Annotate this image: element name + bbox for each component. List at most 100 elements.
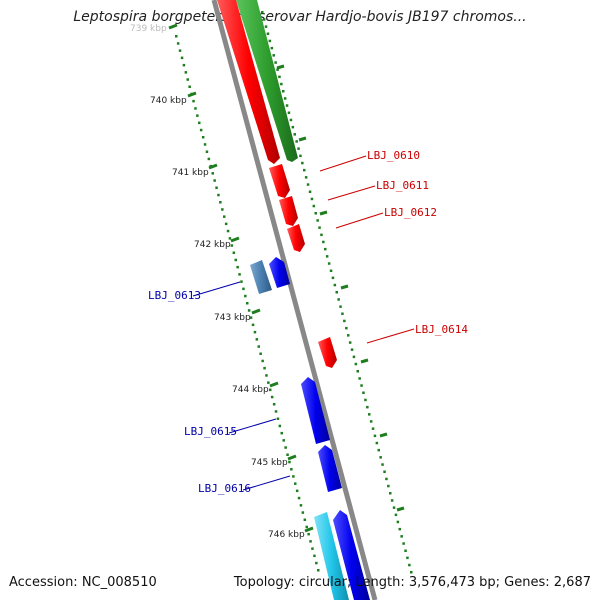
gene-arrow-green[interactable] — [236, 0, 298, 162]
ruler-dot — [305, 525, 308, 529]
ruler-dot — [265, 374, 268, 377]
ruler-dot — [364, 398, 367, 402]
ruler-dot — [356, 370, 359, 373]
connector-lbj-0616 — [242, 475, 291, 491]
ruler-dot — [238, 273, 241, 276]
ruler-dot — [282, 439, 285, 442]
ruler-dot — [288, 460, 291, 464]
ruler-dot — [318, 226, 321, 229]
ruler-dot — [383, 470, 386, 473]
gene-label-lbj-0616[interactable]: LBJ_0616 — [198, 482, 251, 495]
ruler-dot — [196, 114, 199, 117]
ruler-dot — [249, 316, 253, 319]
tick-label: 741 kbp — [172, 168, 209, 178]
gene-label-lbj-0614[interactable]: LBJ_0614 — [415, 323, 468, 336]
genes-reverse-strand — [250, 257, 370, 600]
tick-mark — [251, 308, 261, 315]
ruler-dot — [205, 150, 209, 153]
ruler-dot — [347, 334, 350, 337]
ruler-dot — [311, 547, 314, 550]
tick-label: 746 kbp — [268, 530, 305, 540]
ruler-dot — [341, 312, 344, 315]
ruler-dot — [352, 355, 356, 359]
ruler-dot — [176, 42, 180, 45]
gene-arrow-red-lbj-0610[interactable] — [217, 0, 280, 164]
ruler-dot — [309, 540, 312, 543]
ruler-dot — [287, 111, 291, 114]
gene-arrow-red-lbj-0614[interactable] — [318, 337, 337, 368]
ruler-dot — [221, 208, 224, 211]
ruler-dot — [264, 25, 268, 28]
tick-mark — [360, 358, 369, 364]
gene-label-lbj-0611[interactable]: LBJ_0611 — [376, 179, 429, 192]
ruler-dot — [280, 82, 283, 86]
ruler-dot — [289, 118, 293, 122]
gene-label-lbj-0610[interactable]: LBJ_0610 — [367, 149, 420, 162]
gene-arrow-blue-lbj-0616[interactable] — [318, 445, 342, 492]
ruler-dot — [313, 554, 316, 558]
ruler-dot — [404, 549, 407, 552]
gene-arrow-cyan[interactable] — [314, 512, 349, 600]
ruler-dot — [203, 143, 207, 146]
ruler-dot — [178, 49, 182, 52]
gene-label-lbj-0613[interactable]: LBJ_0613 — [148, 289, 201, 302]
ruler-dot — [276, 68, 279, 71]
ruler-dot — [180, 56, 184, 60]
ruler-dot — [236, 265, 239, 269]
ruler-dot — [371, 427, 375, 430]
ruler-ticks-right — [276, 64, 405, 512]
ruler-dot — [320, 233, 323, 237]
ruler-dot — [272, 54, 275, 57]
tick-mark — [287, 454, 297, 461]
tick-mark — [304, 526, 314, 533]
ruler-dot — [292, 475, 295, 478]
gene-label-lbj-0615[interactable]: LBJ_0615 — [184, 425, 237, 438]
ruler-dot — [337, 298, 340, 301]
gene-label-lbj-0612[interactable]: LBJ_0612 — [384, 206, 437, 219]
ruler-dot — [315, 561, 318, 565]
ruler-dot — [286, 453, 289, 456]
gene-arrow-blue-bottom[interactable] — [333, 510, 370, 600]
ruler-dot — [201, 136, 205, 139]
ruler-dot — [253, 330, 257, 334]
ruler-dot — [308, 190, 312, 193]
tick-mark — [379, 432, 388, 438]
ruler-dot — [307, 532, 310, 536]
gene-arrow-red-lbj-0612[interactable] — [279, 196, 298, 226]
gene-arrow-red-lbj-0611[interactable] — [269, 164, 290, 198]
ruler-dot — [402, 542, 405, 545]
label-connectors — [192, 155, 415, 491]
gene-arrow-red-lbj-0612b[interactable] — [287, 224, 305, 252]
tick-mark — [298, 136, 307, 142]
ruler-dot — [261, 11, 264, 14]
ruler-dot — [389, 492, 392, 495]
tick-mark — [396, 506, 405, 512]
ruler-dot — [188, 85, 191, 88]
ruler-dot — [377, 448, 380, 452]
ruler-dot — [375, 441, 379, 445]
genes-forward-strand — [217, 0, 337, 368]
gene-arrow-blue-lbj-0613[interactable] — [269, 257, 290, 288]
tick-mark — [340, 284, 349, 290]
ruler-dot — [362, 391, 365, 394]
ruler-dot — [285, 104, 289, 107]
ruler-dot — [184, 71, 188, 74]
ruler-dot — [291, 125, 295, 129]
ruler-dot — [322, 240, 325, 244]
ruler-dot — [329, 269, 333, 272]
ruler-dot — [316, 219, 319, 222]
ruler-dot — [223, 215, 226, 218]
ruler-dot — [266, 32, 270, 35]
ruler-dot — [408, 563, 411, 567]
ruler-dot — [295, 140, 298, 143]
ruler-dot — [175, 35, 178, 38]
ruler-dot — [194, 107, 197, 110]
tick-label: 739 kbp — [130, 24, 167, 34]
ruler-dot — [396, 520, 400, 524]
gene-arrow-steel-lbj-0613[interactable] — [250, 260, 272, 294]
ruler-dots-right — [261, 11, 413, 574]
gene-arrow-blue-lbj-0615[interactable] — [301, 377, 330, 444]
connector-lbj-0613 — [192, 281, 241, 297]
ruler-dot — [251, 323, 255, 327]
ruler-dot — [392, 506, 396, 509]
